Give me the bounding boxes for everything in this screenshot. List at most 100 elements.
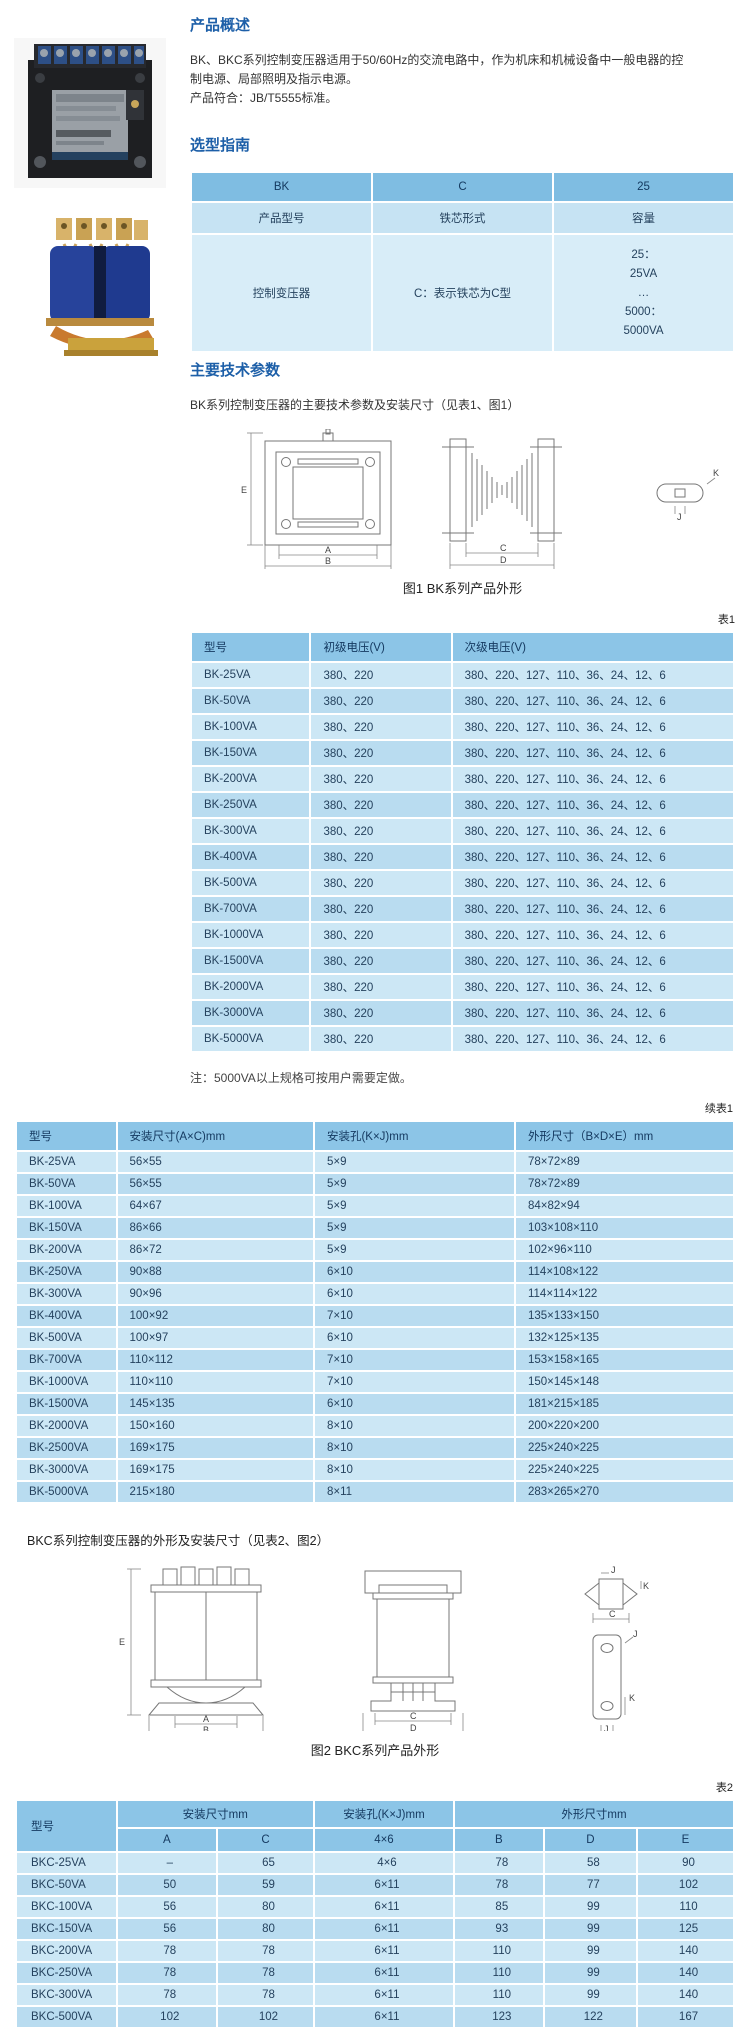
table-cell: 110×112 (115, 1348, 315, 1372)
column-header: D (542, 1827, 639, 1853)
column-header: 初级电压(V) (309, 631, 453, 663)
table-cell: 56×55 (115, 1172, 315, 1196)
table-cell: 380、220 (309, 921, 453, 949)
table-row: BKC-100VA 56 80 6×11 85 99 110 (15, 1895, 735, 1919)
table-cell: 4×6 (312, 1851, 455, 1875)
table-row: BK-200VA 380、220 380、220、127、110、36、24、12、… (189, 765, 736, 793)
table-cell: BKC-150VA (15, 1917, 118, 1941)
selection-detail-core: C：表示铁芯为C型 (371, 233, 554, 353)
table-row: BK-500VA 100×97 6×10 132×125×135 (15, 1326, 736, 1350)
selection-table: BK C 25 产品型号 铁芯形式 容量 控制变压器 C：表示铁芯为C型 25：… (190, 171, 735, 353)
table-cell: 380、220 (309, 843, 453, 871)
svg-text:E: E (119, 1637, 125, 1647)
table1-header-row: 型号 初级电压(V) 次级电压(V) (189, 631, 736, 663)
table-cell: 122 (542, 2005, 639, 2029)
table-cell: 110 (636, 1895, 735, 1919)
product-photo-column (0, 8, 190, 1086)
table-row: BK-300VA 380、220 380、220、127、110、36、24、12、… (189, 817, 736, 845)
table-cell: 123 (452, 2005, 545, 2029)
table-cell: BK-25VA (189, 661, 312, 689)
table-cell: BKC-300VA (15, 1983, 118, 2007)
svg-text:A: A (203, 1714, 209, 1724)
table-cell: BK-300VA (15, 1282, 118, 1306)
table-row: BKC-150VA 56 80 6×11 93 99 125 (15, 1917, 735, 1941)
table1-label: 表1 (717, 614, 735, 626)
table-cell: 380、220 (309, 661, 453, 689)
bkc-outline-drawing: E A B (119, 1565, 649, 1737)
table-cell: BKC-500VA (15, 2005, 118, 2029)
table-cell: 8×10 (312, 1414, 516, 1438)
table-cell: BK-700VA (15, 1348, 118, 1372)
table-cell: BK-5000VA (189, 1025, 312, 1053)
table-cell: 145×135 (115, 1392, 315, 1416)
table-cell: 86×66 (115, 1216, 315, 1240)
overview-line1: BK、BKC系列控制变压器适用于50/60Hz的交流电路中，作为机床和机械设备中… (190, 53, 684, 67)
table-row: BK-150VA 86×66 5×9 103×108×110 (15, 1216, 736, 1240)
table-cell: 65 (216, 1851, 315, 1875)
table-row: BK-50VA 56×55 5×9 78×72×89 (15, 1172, 736, 1196)
column-header: 安装尺寸(A×C)mm (115, 1120, 315, 1152)
table-cell: BKC-200VA (15, 1939, 118, 1963)
table-cell: 380、220、127、110、36、24、12、6 (450, 921, 736, 949)
table-cell: 380、220、127、110、36、24、12、6 (450, 817, 736, 845)
capacity-line: 5000VA (623, 324, 664, 337)
table-cell: 380、220、127、110、36、24、12、6 (450, 1025, 736, 1053)
table-cell: 102×96×110 (513, 1238, 736, 1262)
table-cell: 150×145×148 (513, 1370, 736, 1394)
table-cell: 380、220 (309, 973, 453, 1001)
svg-text:A: A (325, 545, 331, 555)
main-content-column: 产品概述 BK、BKC系列控制变压器适用于50/60Hz的交流电路中，作为机床和… (189, 8, 750, 1086)
table-cell: 8×10 (312, 1458, 516, 1482)
table-cell: 90×96 (115, 1282, 315, 1306)
table-cell: 125 (636, 1917, 735, 1941)
table-cell: 99 (542, 1983, 639, 2007)
table-row: BKC-50VA 50 59 6×11 78 77 102 (15, 1873, 735, 1897)
table-cell: 90×88 (115, 1260, 315, 1284)
table-cell: 6×10 (312, 1282, 516, 1306)
figure2: E A B (15, 1563, 735, 1759)
svg-text:J: J (677, 512, 682, 522)
table-cell: 78 (216, 1983, 315, 2007)
table-cell: 58 (542, 1851, 639, 1875)
table-row: BK-100VA 64×67 5×9 84×82×94 (15, 1194, 736, 1218)
capacity-line: 25： (631, 248, 656, 261)
table-row: BKC-250VA 78 78 6×11 110 99 140 (15, 1961, 735, 1985)
table2-header-mounting: 安装尺寸mm (115, 1799, 315, 1829)
table-cell: 167 (636, 2005, 735, 2029)
table-cell: 5×9 (312, 1150, 516, 1174)
table-cell: 6×10 (312, 1326, 516, 1350)
table-cell: 6×11 (312, 1917, 455, 1941)
table-cell: 80 (216, 1917, 315, 1941)
table-cell: 77 (542, 1873, 639, 1897)
table-cell: 6×11 (312, 2005, 455, 2029)
table-cell: 99 (542, 1895, 639, 1919)
table-cell: 78 (452, 1873, 545, 1897)
table-cell: 78 (452, 1851, 545, 1875)
svg-text:J: J (611, 1565, 616, 1575)
bk-product-photo (14, 38, 166, 188)
table-cell: BK-500VA (15, 1326, 118, 1350)
table-cell: 380、220、127、110、36、24、12、6 (450, 843, 736, 871)
svg-text:K: K (643, 1581, 649, 1591)
table-cell: 380、220 (309, 687, 453, 715)
svg-text:K: K (713, 468, 719, 478)
table-cell: BK-100VA (15, 1194, 118, 1218)
selection-detail-model: 控制变压器 (190, 233, 373, 353)
svg-text:J: J (604, 1724, 609, 1731)
bk-voltage-table: 型号 初级电压(V) 次级电压(V) BK-25VA 380、220 380、220、1… (189, 631, 736, 1053)
table-cell: 380、220 (309, 739, 453, 767)
table-row: BK-700VA 110×112 7×10 153×158×165 (15, 1348, 736, 1372)
figure1: E A B (190, 428, 735, 597)
table-cell: 84×82×94 (513, 1194, 736, 1218)
table-cell: 59 (216, 1873, 315, 1897)
table-cell: BK-1000VA (15, 1370, 118, 1394)
table-cell: 78×72×89 (513, 1172, 736, 1196)
table-cell: BK-3000VA (189, 999, 312, 1027)
table2-header-model: 型号 (15, 1799, 118, 1853)
svg-text:J: J (633, 1629, 638, 1639)
tech-params-heading: 主要技术参数 (190, 362, 281, 379)
table-cell: 5×9 (312, 1194, 516, 1218)
selection-label-core: 铁芯形式 (371, 201, 554, 235)
table-row: BKC-25VA –65 4×6 78 58 90 (15, 1851, 735, 1875)
